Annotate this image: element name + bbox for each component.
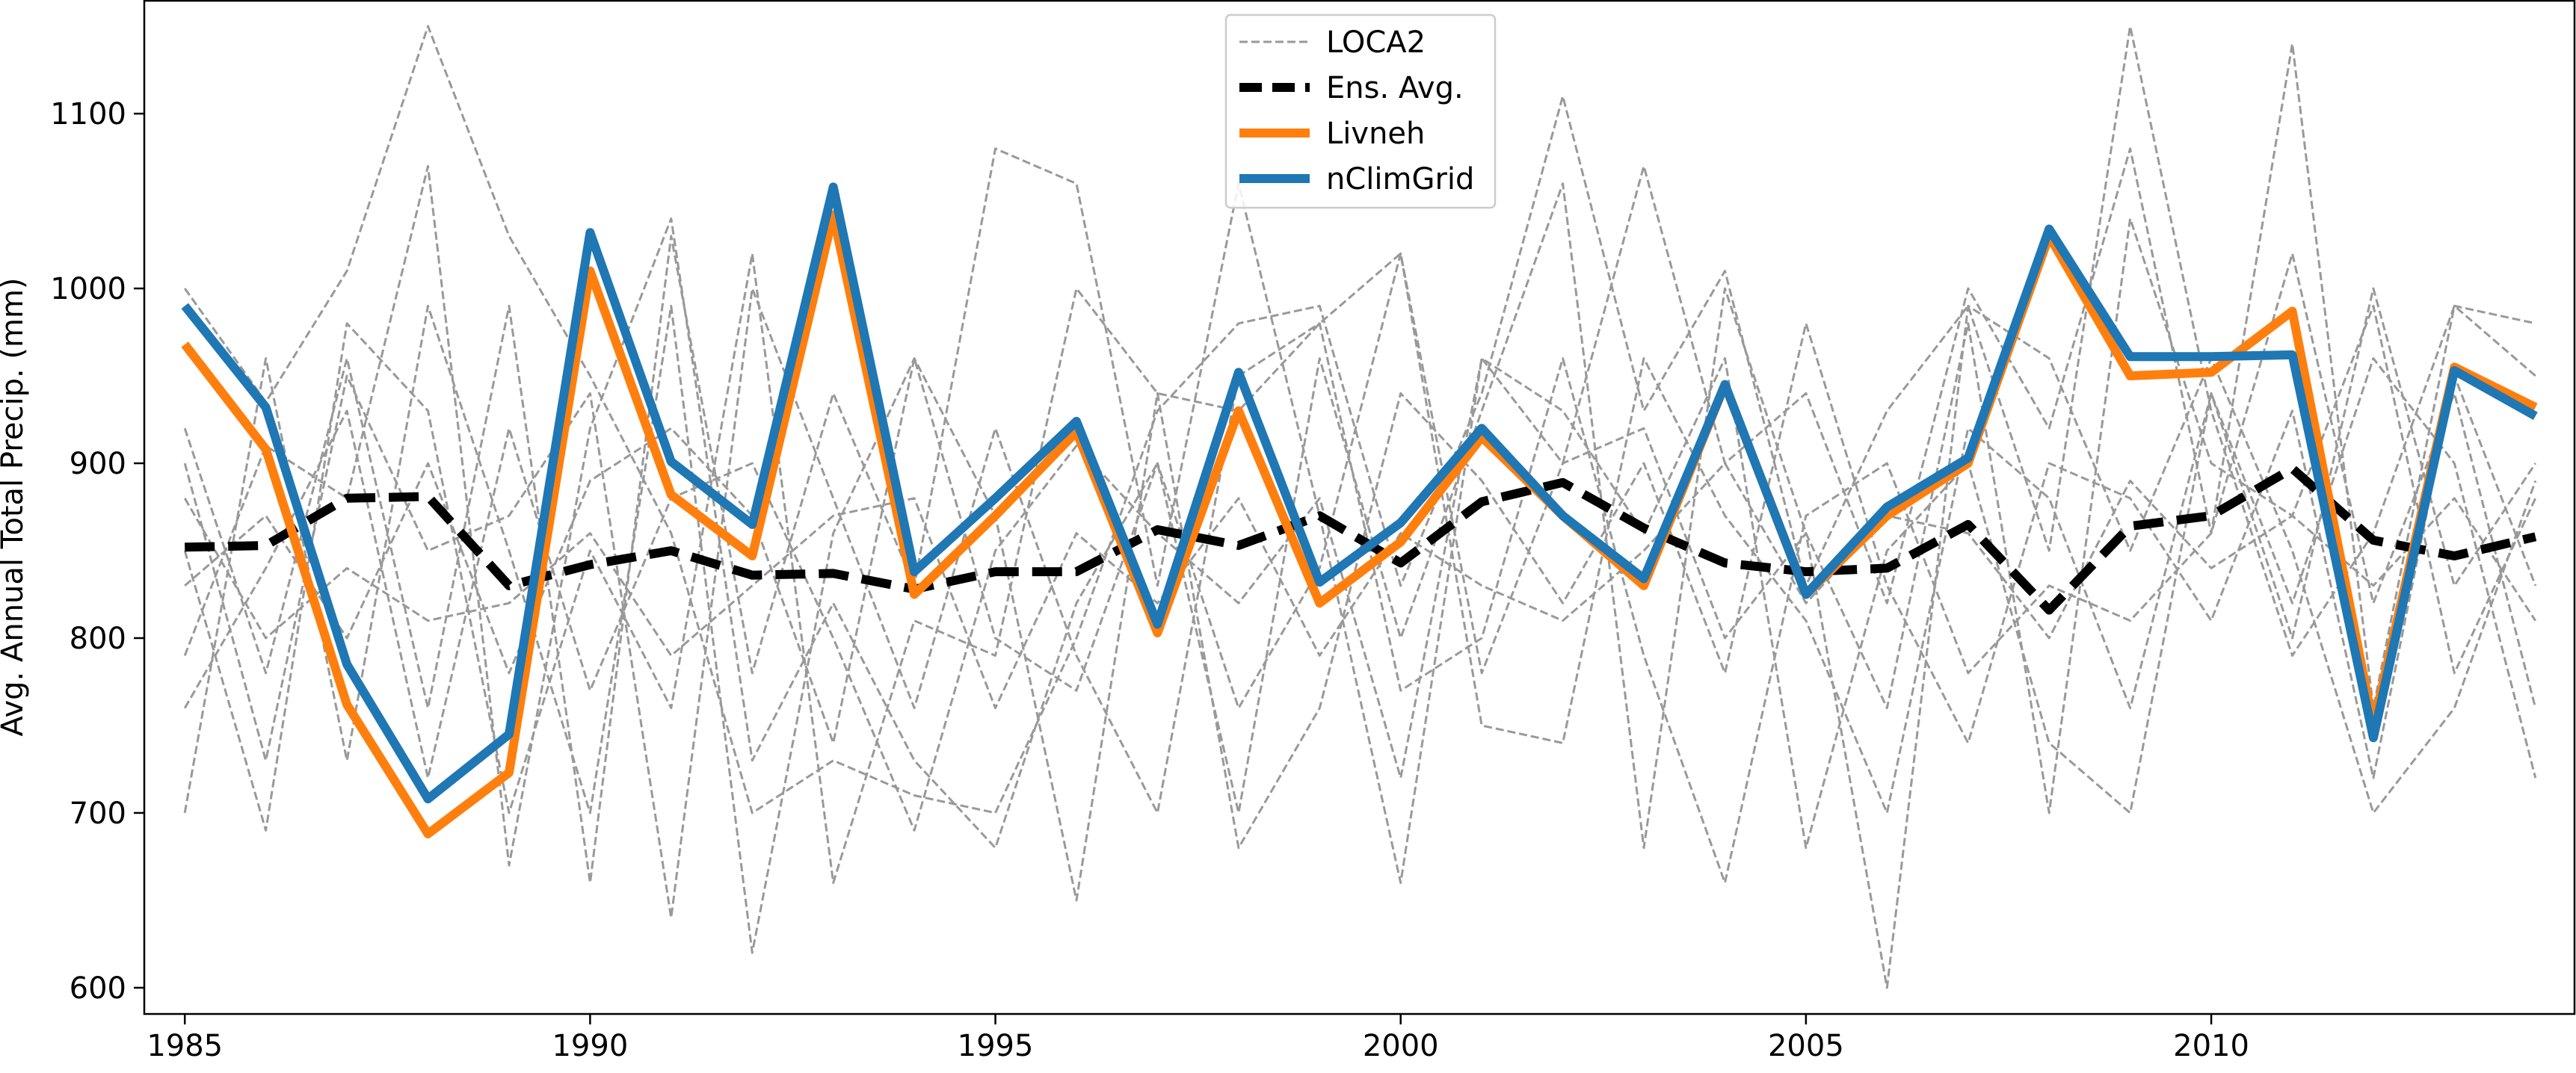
legend-label: Ens. Avg. <box>1326 71 1464 105</box>
loca2-member-line <box>183 252 2537 919</box>
series-line-livneh <box>181 210 2538 838</box>
loca2-member-line <box>183 304 2537 954</box>
loca2-member-line <box>184 252 2537 989</box>
legend-label: Livneh <box>1326 117 1425 151</box>
legend-box <box>1224 13 1497 209</box>
y-tick-label: 700 <box>70 797 126 831</box>
legend-label: LOCA2 <box>1326 25 1426 60</box>
series-line-nclimgrid <box>181 182 2538 804</box>
y-axis-label: Avg. Annual Total Precip. (mm) <box>0 277 30 736</box>
x-tick-label: 2000 <box>1363 1029 1439 1063</box>
x-tick-label: 1995 <box>958 1029 1034 1063</box>
y-tick-label: 900 <box>70 447 126 481</box>
legend-label: nClimGrid <box>1326 162 1474 197</box>
loca2-member-line <box>183 164 2537 867</box>
y-tick-label: 1000 <box>50 272 126 306</box>
loca2-member-line <box>183 252 2537 884</box>
loca2-member-line <box>183 462 2537 710</box>
x-tick-label: 1990 <box>552 1029 628 1063</box>
y-axis: 600 700 800 900 1000 1100 <box>50 97 144 1006</box>
y-tick-label: 600 <box>70 971 126 1006</box>
legend: LOCA2 Ens. Avg. Livneh nClimGrid <box>1224 13 1497 209</box>
x-tick-label: 1985 <box>147 1029 223 1063</box>
x-tick-label: 2010 <box>2173 1029 2249 1063</box>
loca2-member-line <box>183 287 2537 850</box>
x-axis: 1985 1990 1995 2000 2005 2010 <box>147 1014 2249 1063</box>
series-line-ens-avg <box>185 464 2537 615</box>
y-tick-label: 1100 <box>50 97 126 132</box>
series-lines <box>181 182 2538 838</box>
x-tick-label: 2005 <box>1768 1029 1844 1063</box>
plot-frame <box>143 0 2576 1015</box>
y-tick-label: 800 <box>70 622 126 656</box>
